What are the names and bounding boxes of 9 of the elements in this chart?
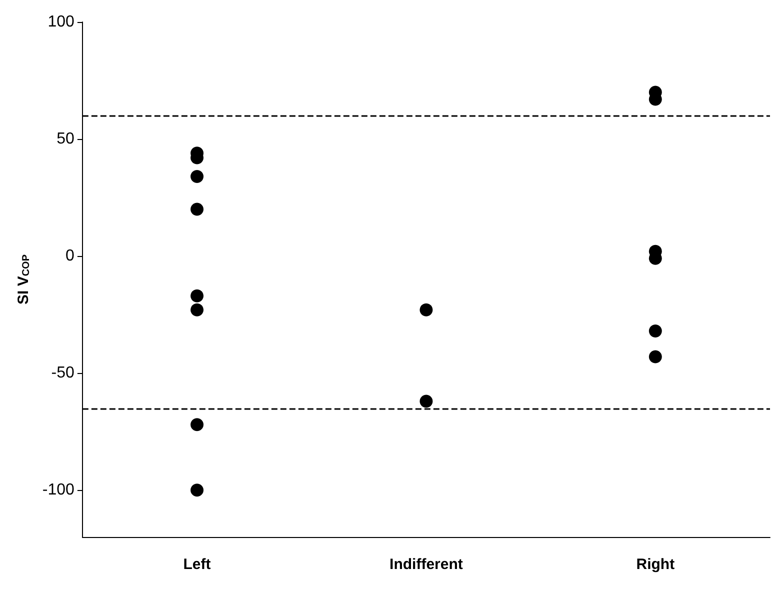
y-tick-label: 0: [66, 248, 75, 265]
y-axis-title: SI VCOP: [15, 254, 32, 305]
y-tick-label: 50: [56, 130, 75, 148]
y-tick-label: -100: [42, 482, 75, 499]
y-tick-label: -50: [51, 364, 75, 382]
x-tick-label: Left: [183, 556, 211, 573]
x-tick-label: Indifferent: [390, 556, 463, 573]
y-tick-label: 100: [48, 14, 75, 30]
x-tick-label: Right: [636, 556, 675, 573]
